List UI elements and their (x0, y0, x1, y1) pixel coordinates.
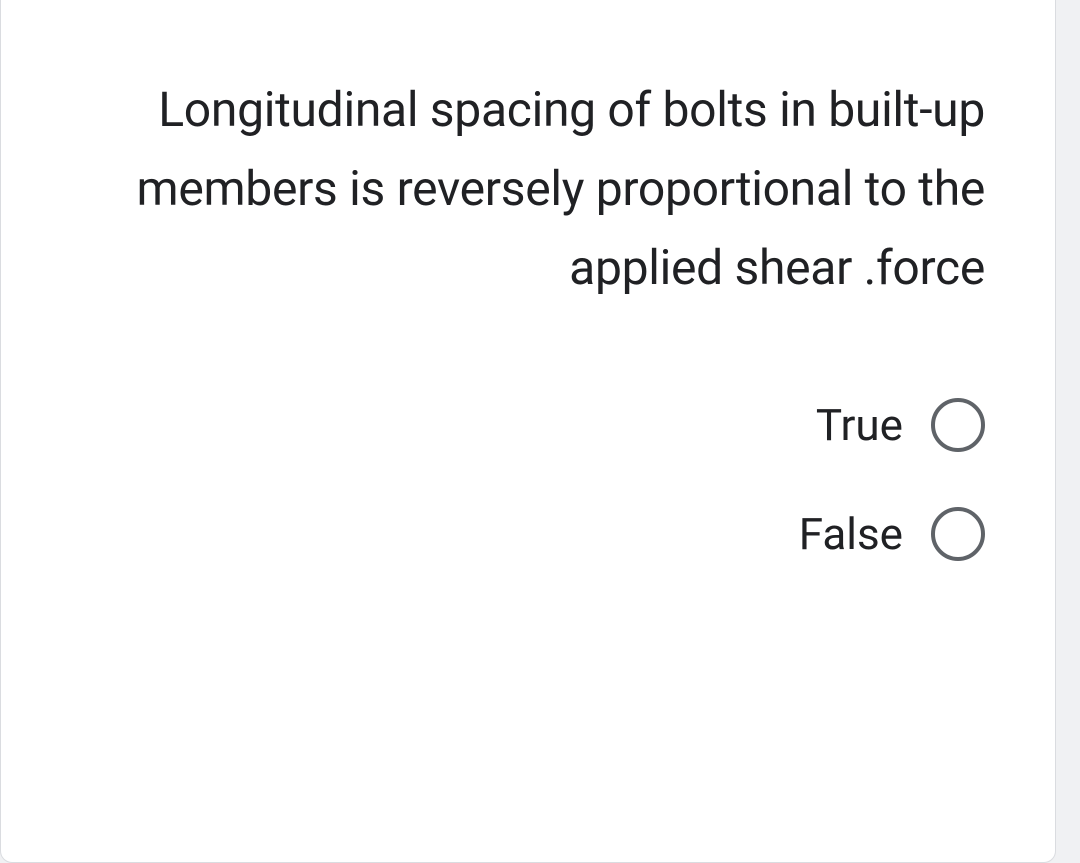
radio-icon (931, 507, 985, 561)
option-label: False (799, 508, 903, 560)
option-true[interactable]: True (816, 398, 985, 452)
option-false[interactable]: False (799, 507, 985, 561)
radio-icon (931, 398, 985, 452)
option-label: True (816, 399, 903, 451)
question-card: Longitudinal spacing of bolts in built-u… (0, 0, 1056, 863)
question-text: Longitudinal spacing of bolts in built-u… (71, 70, 985, 308)
options-group: True False (71, 398, 985, 561)
